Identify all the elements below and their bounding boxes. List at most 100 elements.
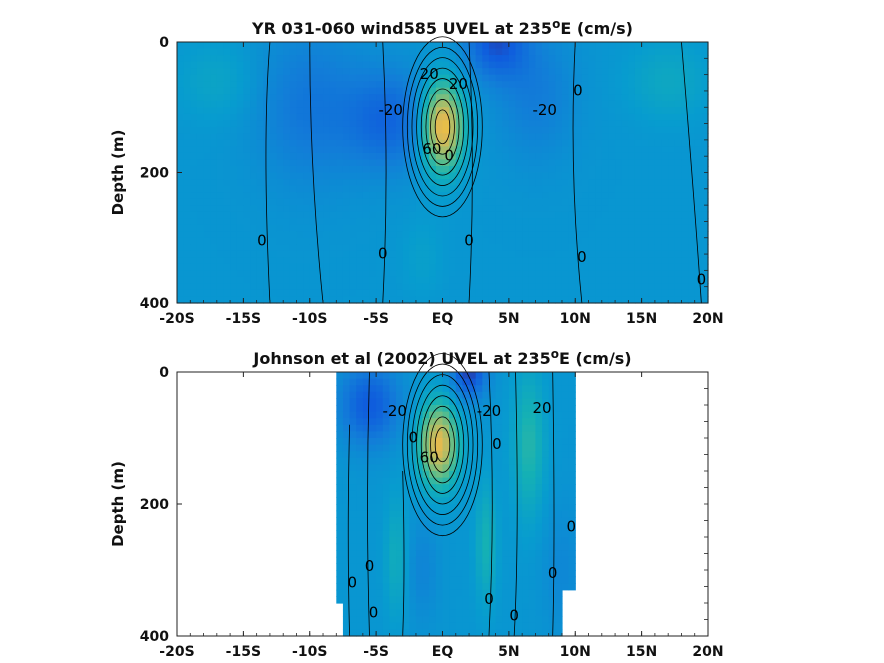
heatmap-cell xyxy=(548,172,556,180)
heatmap-cell xyxy=(362,596,371,604)
heatmap-cell xyxy=(442,152,450,161)
heatmap-cell xyxy=(389,218,397,226)
heatmap-cell xyxy=(615,172,623,180)
heatmap-cell xyxy=(528,113,537,121)
heatmap-cell xyxy=(296,205,304,213)
heatmap-cell xyxy=(356,484,364,492)
heatmap-cell xyxy=(429,550,437,558)
heatmap-cell xyxy=(382,523,390,531)
heatmap-cell xyxy=(555,42,563,50)
heatmap-cell xyxy=(488,185,497,193)
heatmap-cell xyxy=(548,165,556,174)
heatmap-cell xyxy=(469,48,477,56)
heatmap-cell xyxy=(223,283,231,291)
heatmap-cell xyxy=(661,179,669,187)
heatmap-cell xyxy=(502,100,510,108)
heatmap-cell xyxy=(542,451,550,459)
heatmap-cell xyxy=(256,237,264,245)
heatmap-cell xyxy=(429,126,437,134)
heatmap-cell xyxy=(462,378,470,386)
heatmap-cell xyxy=(356,517,364,525)
heatmap-cell xyxy=(190,61,198,69)
heatmap-cell xyxy=(336,484,344,492)
heatmap-cell xyxy=(336,257,344,265)
heatmap-cell xyxy=(528,477,537,485)
heatmap-cell xyxy=(369,283,377,291)
heatmap-cell xyxy=(396,550,404,558)
heatmap-cell xyxy=(548,68,556,76)
heatmap-cell xyxy=(508,418,517,426)
heatmap-cell xyxy=(701,179,709,187)
heatmap-cell xyxy=(303,198,311,206)
heatmap-cell xyxy=(575,74,583,82)
heatmap-cell xyxy=(588,139,596,148)
heatmap-cell xyxy=(269,165,278,174)
heatmap-cell xyxy=(508,576,517,584)
heatmap-cell xyxy=(429,185,437,193)
heatmap-cell xyxy=(402,431,410,439)
heatmap-cell xyxy=(263,159,271,167)
heatmap-cell xyxy=(502,146,510,154)
heatmap-cell xyxy=(376,159,384,167)
heatmap-cell xyxy=(502,451,510,459)
heatmap-cell xyxy=(389,276,397,285)
heatmap-cell xyxy=(362,398,371,406)
heatmap-cell xyxy=(555,192,563,200)
heatmap-cell xyxy=(561,378,570,386)
heatmap-cell xyxy=(415,484,424,492)
heatmap-cell xyxy=(402,146,410,154)
heatmap-cell xyxy=(455,398,464,406)
heatmap-cell xyxy=(568,133,576,141)
heatmap-cell xyxy=(608,126,616,134)
heatmap-cell xyxy=(422,570,430,578)
heatmap-cell xyxy=(601,179,610,187)
heatmap-cell xyxy=(661,244,669,252)
heatmap-cell xyxy=(568,289,576,298)
heatmap-cell xyxy=(515,126,523,134)
heatmap-cell xyxy=(535,510,543,518)
heatmap-cell xyxy=(462,192,470,200)
heatmap-cell xyxy=(581,172,590,180)
heatmap-cell xyxy=(495,398,503,406)
heatmap-cell xyxy=(654,257,663,265)
contour-label: 20 xyxy=(449,75,468,93)
heatmap-cell xyxy=(608,107,616,115)
heatmap-cell xyxy=(508,589,517,597)
heatmap-cell xyxy=(581,244,590,252)
heatmap-cell xyxy=(634,244,643,252)
heatmap-cell xyxy=(581,250,590,258)
heatmap-cell xyxy=(196,283,205,291)
heatmap-cell xyxy=(396,244,404,252)
heatmap-cell xyxy=(216,192,225,200)
heatmap-cell xyxy=(382,113,390,121)
heatmap-cell xyxy=(230,74,238,82)
heatmap-cell xyxy=(369,477,377,485)
heatmap-cell xyxy=(455,237,464,245)
heatmap-cell xyxy=(336,126,344,134)
heatmap-cell xyxy=(230,61,238,69)
heatmap-cell xyxy=(661,198,669,206)
heatmap-cell xyxy=(548,438,556,446)
heatmap-cell xyxy=(608,113,616,121)
heatmap-cell xyxy=(296,55,304,63)
heatmap-cell xyxy=(389,296,397,304)
heatmap-cell xyxy=(263,48,271,56)
heatmap-cell xyxy=(522,464,530,472)
heatmap-cell xyxy=(263,263,271,271)
heatmap-cell xyxy=(528,431,537,439)
heatmap-cell xyxy=(336,87,344,95)
heatmap-cell xyxy=(568,411,576,419)
heatmap-cell xyxy=(628,192,636,200)
heatmap-cell xyxy=(628,139,636,148)
heatmap-cell xyxy=(250,159,258,167)
heatmap-cell xyxy=(595,120,603,128)
heatmap-cell xyxy=(409,283,417,291)
heatmap-cell xyxy=(654,198,663,206)
heatmap-cell xyxy=(621,48,629,56)
heatmap-cell xyxy=(349,257,357,265)
heatmap-cell xyxy=(230,146,238,154)
heatmap-cell xyxy=(641,231,649,239)
heatmap-cell xyxy=(482,622,490,630)
heatmap-cell xyxy=(422,497,430,505)
heatmap-cell xyxy=(342,152,351,161)
